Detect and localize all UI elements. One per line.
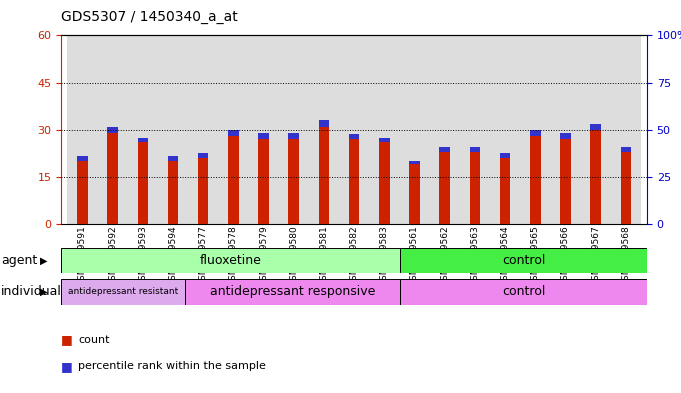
Bar	[309, 35, 339, 224]
Bar	[319, 120, 329, 127]
Bar	[67, 35, 97, 224]
Bar	[138, 142, 148, 224]
Bar	[77, 156, 88, 161]
Bar	[61, 279, 185, 305]
Bar	[168, 156, 178, 161]
Bar	[620, 152, 631, 224]
Bar	[430, 35, 460, 224]
Bar	[460, 35, 490, 224]
Text: fluoxetine: fluoxetine	[200, 254, 262, 267]
Bar	[470, 147, 480, 152]
Text: percentile rank within the sample: percentile rank within the sample	[78, 361, 266, 371]
Bar	[168, 161, 178, 224]
Bar	[198, 153, 208, 158]
Text: control: control	[502, 285, 545, 298]
Bar	[611, 35, 641, 224]
Bar	[530, 136, 541, 224]
Bar	[560, 134, 571, 139]
Bar	[61, 248, 400, 273]
Bar	[349, 139, 360, 224]
Bar	[138, 138, 148, 142]
Text: antidepressant resistant: antidepressant resistant	[68, 287, 178, 296]
Bar	[530, 130, 541, 136]
Text: ■: ■	[61, 333, 73, 347]
Text: ▶: ▶	[39, 287, 47, 297]
Bar	[500, 153, 510, 158]
Bar	[228, 130, 238, 136]
Bar	[409, 164, 419, 224]
Bar	[258, 139, 269, 224]
Bar	[379, 138, 390, 142]
Bar	[258, 133, 269, 139]
Bar	[500, 158, 510, 224]
Bar	[279, 35, 309, 224]
Bar	[349, 134, 360, 139]
Bar	[219, 35, 249, 224]
Bar	[339, 35, 369, 224]
Bar	[580, 35, 611, 224]
Bar	[400, 279, 647, 305]
Bar	[319, 127, 329, 224]
Bar	[470, 152, 480, 224]
Bar	[249, 35, 279, 224]
Bar	[379, 142, 390, 224]
Bar	[185, 279, 400, 305]
Bar	[128, 35, 158, 224]
Bar	[409, 160, 419, 164]
Bar	[97, 35, 128, 224]
Bar	[188, 35, 219, 224]
Text: ■: ■	[61, 360, 73, 373]
Bar	[490, 35, 520, 224]
Bar	[289, 139, 299, 224]
Text: individual: individual	[1, 285, 62, 298]
Bar	[520, 35, 550, 224]
Bar	[108, 133, 118, 224]
Bar	[399, 35, 430, 224]
Text: control: control	[502, 254, 545, 267]
Bar	[620, 147, 631, 152]
Text: GDS5307 / 1450340_a_at: GDS5307 / 1450340_a_at	[61, 10, 238, 24]
Bar	[439, 152, 450, 224]
Bar	[228, 136, 238, 224]
Bar	[77, 161, 88, 224]
Bar	[590, 130, 601, 224]
Text: antidepressant responsive: antidepressant responsive	[210, 285, 375, 298]
Bar	[400, 248, 647, 273]
Bar	[560, 139, 571, 224]
Bar	[590, 124, 601, 130]
Text: count: count	[78, 335, 110, 345]
Bar	[108, 127, 118, 133]
Bar	[289, 133, 299, 139]
Bar	[198, 158, 208, 224]
Bar	[439, 147, 450, 152]
Bar	[158, 35, 188, 224]
Bar	[369, 35, 399, 224]
Text: ▶: ▶	[39, 255, 47, 265]
Bar	[550, 35, 580, 224]
Text: agent: agent	[1, 254, 37, 267]
